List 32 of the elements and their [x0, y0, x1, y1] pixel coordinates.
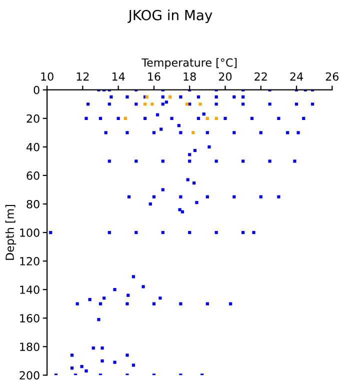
point [144, 102, 147, 106]
y-tick-label: 100 [20, 228, 40, 237]
x-tick-label: 10 [41, 72, 54, 81]
point [124, 116, 128, 120]
point [150, 102, 154, 106]
chart-title: JKOG in May [128, 10, 212, 24]
x-tick-label: 14 [112, 72, 125, 81]
x-tick-label: 24 [290, 72, 303, 81]
point [192, 131, 195, 134]
point [198, 102, 202, 106]
point [206, 116, 209, 120]
x-tick-label: 12 [76, 72, 89, 81]
x-tick-label: 20 [218, 72, 232, 81]
y-tick-label: 140 [20, 286, 40, 294]
y-tick-label: 120 [20, 257, 40, 266]
x-tick-label: 16 [148, 72, 160, 81]
point [185, 102, 188, 106]
y-tick-label: 0 [34, 86, 40, 94]
y-tick-label: 60 [26, 171, 40, 180]
y-tick-label: 160 [20, 314, 40, 322]
x-tick-label: 26 [326, 72, 339, 81]
point [214, 116, 218, 120]
y-tick-label: 20 [26, 114, 40, 123]
point [168, 95, 172, 99]
y-tick-label: 80 [26, 200, 40, 208]
x-tick-label: 22 [254, 72, 267, 81]
y-tick-label: 200 [20, 371, 40, 380]
x-tick-label: 18 [184, 72, 196, 81]
y-axis-title: Depth [m] [5, 205, 16, 260]
x-axis-title: Temperature [°C] [142, 58, 237, 69]
y-tick-label: 40 [26, 142, 40, 152]
y-tick-label: 180 [20, 342, 40, 352]
